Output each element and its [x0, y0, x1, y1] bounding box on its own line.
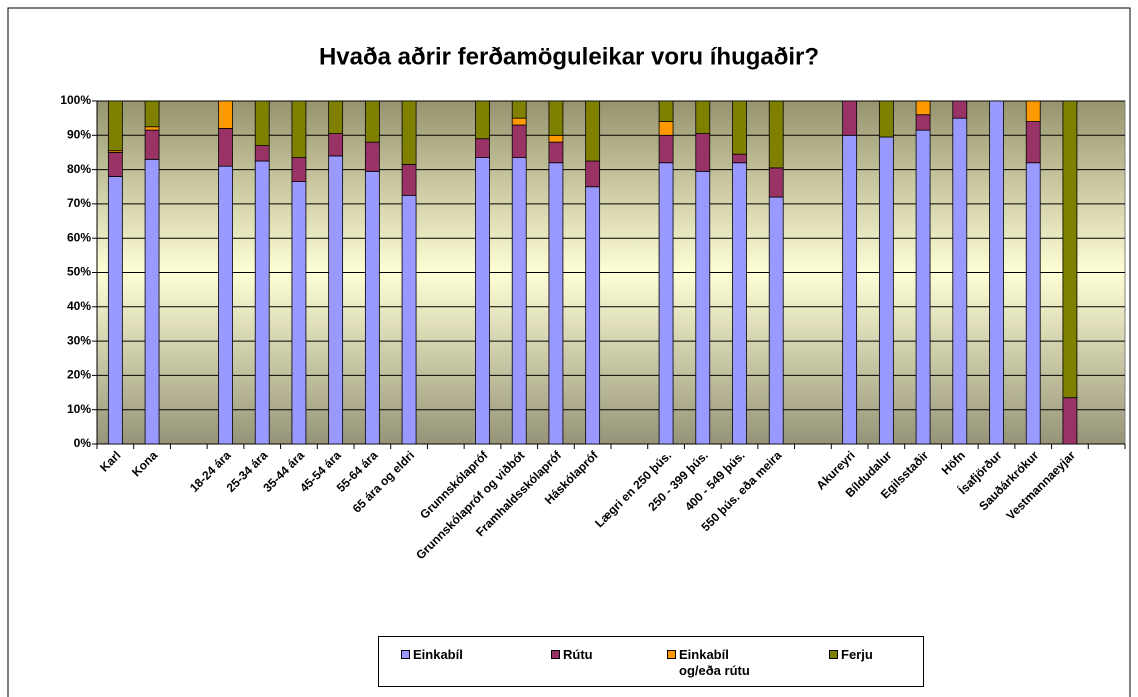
- y-tick-label: 50%: [67, 265, 91, 279]
- bar-segment: [658, 121, 674, 136]
- bar-segment: [475, 157, 490, 445]
- bar-segment: [291, 181, 307, 445]
- legend-label: Einkabíl: [413, 647, 463, 662]
- y-tick-label: 20%: [67, 368, 91, 382]
- bar-segment: [511, 157, 527, 445]
- bar-segment: [732, 153, 747, 164]
- bar-segment: [1062, 100, 1078, 399]
- bar-segment: [328, 133, 344, 157]
- bar-segment: [401, 164, 417, 196]
- legend-item: Einkabíl: [401, 647, 481, 663]
- bar-segment: [218, 100, 233, 129]
- bar-segment: [1025, 162, 1041, 445]
- bar-segment: [695, 133, 711, 172]
- bar-segment: [364, 170, 380, 445]
- legend-label: Rútu: [563, 647, 593, 662]
- bar-segment: [952, 117, 968, 445]
- bar-segment: [732, 100, 747, 155]
- bar-segment: [878, 136, 894, 445]
- bar-segment: [842, 100, 858, 136]
- bar-segment: [915, 114, 931, 131]
- bar-segment: [107, 100, 123, 152]
- y-tick-label: 30%: [67, 333, 91, 347]
- y-tick-label: 0%: [74, 436, 92, 450]
- bar-segment: [842, 134, 858, 445]
- bar-segment: [658, 100, 674, 122]
- bar-segment: [952, 100, 968, 119]
- chart-title: Hvaða aðrir ferðamöguleikar voru íhugaði…: [319, 43, 819, 70]
- bar-segment: [989, 100, 1004, 445]
- bar-segment: [218, 165, 233, 445]
- bar-segment: [548, 141, 564, 164]
- bar-segment: [291, 100, 307, 158]
- y-tick-label: 10%: [67, 402, 91, 416]
- y-tick-label: 40%: [67, 299, 91, 313]
- bar-segment: [364, 141, 380, 172]
- bar-segment: [658, 162, 674, 445]
- y-tick-label: 80%: [67, 162, 91, 176]
- bar-segment: [144, 158, 160, 445]
- bar-segment: [658, 134, 674, 164]
- legend-label: Einkabíl og/eða rútu: [679, 647, 750, 678]
- bar-segment: [511, 124, 527, 158]
- bar-segment: [915, 100, 931, 116]
- y-tick-label: 60%: [67, 230, 91, 244]
- bar-segment: [768, 196, 784, 445]
- y-tick-label: 70%: [67, 196, 91, 210]
- bar-segment: [144, 100, 160, 128]
- bar-segment: [511, 100, 527, 119]
- bar-segment: [768, 167, 784, 198]
- legend-swatch: [401, 650, 410, 659]
- bar-segment: [328, 155, 344, 445]
- bar-segment: [254, 160, 270, 445]
- bar-segment: [328, 100, 344, 134]
- legend-item: Ferju: [829, 647, 909, 663]
- bar-segment: [548, 162, 564, 445]
- legend-label: Ferju: [841, 647, 873, 662]
- bar-segment: [401, 100, 417, 165]
- bar-segment: [548, 100, 564, 136]
- bar-segment: [585, 160, 601, 188]
- bar-segment: [291, 157, 307, 183]
- bar-segment: [548, 134, 564, 143]
- legend-swatch: [551, 650, 560, 659]
- y-tick-label: 90%: [67, 127, 91, 141]
- bar-segment: [401, 194, 417, 445]
- bar-segment: [1062, 397, 1078, 445]
- bar-segment: [144, 129, 160, 160]
- bar-segment: [144, 126, 160, 131]
- bar-segment: [218, 128, 233, 167]
- y-tick-label: 100%: [60, 93, 91, 107]
- bar-segment: [732, 162, 747, 445]
- bar-segment: [254, 100, 270, 146]
- legend-item: Rútu: [551, 647, 631, 663]
- bar-segment: [107, 152, 123, 177]
- bar-segment: [475, 100, 490, 140]
- bar-segment: [878, 100, 894, 138]
- bar-segment: [768, 100, 784, 169]
- bar-segment: [1025, 121, 1041, 164]
- bar-segment: [695, 100, 711, 134]
- bar-segment: [915, 129, 931, 445]
- legend-swatch: [829, 650, 838, 659]
- legend-swatch: [667, 650, 676, 659]
- legend-item: Einkabíl og/eða rútu: [667, 647, 767, 679]
- bar-segment: [107, 176, 123, 445]
- bar-segment: [511, 117, 527, 126]
- bar-segment: [254, 145, 270, 162]
- bar-segment: [475, 138, 490, 158]
- legend: Einkabíl Rútu Einkabíl og/eða rútu Ferju: [378, 636, 924, 687]
- bar-segment: [585, 100, 601, 162]
- bar-segment: [364, 100, 380, 143]
- bar-segment: [585, 186, 601, 445]
- bar-segment: [695, 170, 711, 445]
- bar-segment: [1025, 100, 1041, 122]
